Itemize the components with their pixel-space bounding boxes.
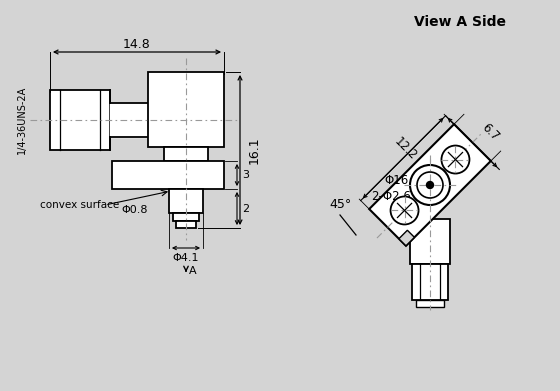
Polygon shape (399, 230, 414, 246)
Bar (173, 213, 199, 221)
Text: 14.8: 14.8 (123, 38, 151, 50)
Bar (164, 147, 208, 161)
Text: 12.2: 12.2 (391, 135, 419, 162)
Text: Φ0.8: Φ0.8 (122, 205, 148, 215)
Circle shape (390, 196, 418, 224)
Text: 2: 2 (242, 203, 249, 213)
Bar (148, 72, 224, 147)
Text: 2-Φ2.6: 2-Φ2.6 (372, 190, 412, 203)
Text: 45°: 45° (329, 199, 351, 212)
Text: A: A (189, 266, 197, 276)
Bar (416, 300, 444, 307)
Circle shape (410, 165, 450, 205)
Text: 6.7: 6.7 (479, 121, 502, 143)
Circle shape (427, 181, 433, 188)
Text: 3: 3 (242, 170, 249, 180)
Circle shape (417, 172, 443, 198)
Circle shape (441, 145, 469, 174)
Text: convex surface: convex surface (40, 200, 119, 210)
Bar (169, 189, 203, 213)
Text: Φ4.1: Φ4.1 (172, 253, 199, 263)
Bar (176, 221, 196, 228)
Bar (112, 161, 224, 189)
Text: 1/4-36UNS-2A: 1/4-36UNS-2A (17, 86, 27, 154)
Text: 16.1: 16.1 (248, 136, 261, 164)
Text: Φ16: Φ16 (384, 174, 409, 187)
Polygon shape (369, 124, 491, 246)
Polygon shape (110, 103, 148, 137)
Text: View A Side: View A Side (414, 15, 506, 29)
Bar (412, 264, 448, 300)
Bar (50, 90, 110, 150)
Bar (410, 219, 450, 264)
